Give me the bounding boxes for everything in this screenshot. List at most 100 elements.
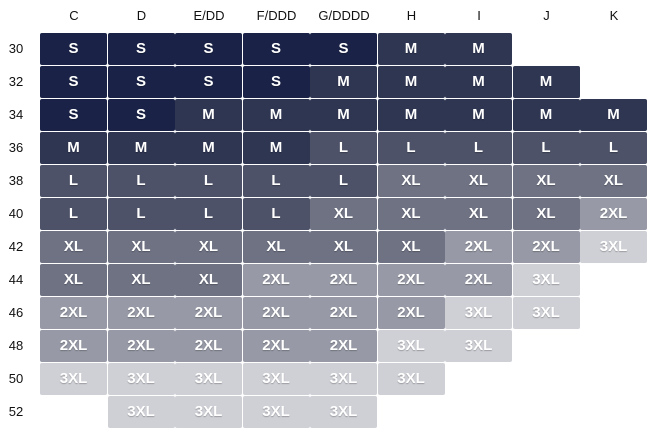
- size-cell: 2XL: [445, 264, 512, 296]
- size-cell: L: [512, 132, 580, 164]
- size-cell: 3XL: [377, 330, 445, 362]
- size-cell: 2XL: [40, 297, 107, 329]
- size-cell: 3XL: [242, 396, 310, 428]
- band-size-header: 34: [8, 107, 24, 122]
- size-cell: XL: [310, 198, 377, 230]
- size-cell: S: [175, 66, 242, 98]
- size-cell: 3XL: [445, 297, 512, 329]
- band-size-header: 32: [8, 74, 24, 89]
- size-cell: L: [445, 132, 512, 164]
- size-cell: M: [580, 99, 647, 131]
- size-cell: 2XL: [310, 297, 377, 329]
- size-cell: XL: [40, 231, 107, 263]
- size-cell: S: [40, 99, 107, 131]
- size-cell: 3XL: [445, 330, 512, 362]
- size-cell: 3XL: [107, 396, 175, 428]
- size-cell: M: [377, 99, 445, 131]
- size-cell: M: [377, 66, 445, 98]
- size-cell: M: [512, 99, 580, 131]
- size-cell: M: [242, 132, 310, 164]
- cup-size-header: J: [543, 8, 550, 23]
- size-cell: XL: [175, 264, 242, 296]
- band-size-header: 38: [8, 173, 24, 188]
- size-cell: M: [445, 66, 512, 98]
- size-cell: XL: [377, 165, 445, 197]
- size-cell: M: [512, 66, 580, 98]
- band-size-header: 42: [8, 239, 24, 254]
- size-cell: 2XL: [242, 330, 310, 362]
- size-cell: L: [175, 198, 242, 230]
- size-cell: XL: [107, 231, 175, 263]
- size-cell: L: [377, 132, 445, 164]
- size-cell: M: [310, 66, 377, 98]
- band-size-header: 46: [8, 305, 24, 320]
- size-cell: L: [40, 165, 107, 197]
- size-cell: S: [175, 33, 242, 65]
- size-cell: L: [107, 198, 175, 230]
- size-cell: L: [40, 198, 107, 230]
- size-cell: XL: [175, 231, 242, 263]
- size-cell: M: [445, 99, 512, 131]
- size-cell: XL: [445, 165, 512, 197]
- size-cell: S: [107, 66, 175, 98]
- band-size-header: 40: [8, 206, 24, 221]
- size-cell: L: [242, 198, 310, 230]
- size-cell: L: [242, 165, 310, 197]
- size-cell: 2XL: [445, 231, 512, 263]
- size-cell: 2XL: [107, 297, 175, 329]
- size-cell: 2XL: [580, 198, 647, 230]
- size-cell: 3XL: [580, 231, 647, 263]
- size-cell: S: [310, 33, 377, 65]
- band-size-header: 48: [8, 338, 24, 353]
- cup-size-header: E/DD: [193, 8, 225, 23]
- size-cell: 2XL: [175, 330, 242, 362]
- size-cell: XL: [310, 231, 377, 263]
- size-cell: 3XL: [377, 363, 445, 395]
- size-cell: L: [107, 165, 175, 197]
- cup-size-header: D: [136, 8, 147, 23]
- size-cell: XL: [512, 198, 580, 230]
- size-cell: 3XL: [242, 363, 310, 395]
- cup-size-header: F/DDD: [256, 8, 297, 23]
- size-cell: S: [107, 33, 175, 65]
- size-cell: 3XL: [175, 363, 242, 395]
- size-cell: 2XL: [242, 264, 310, 296]
- size-cell: L: [310, 132, 377, 164]
- size-cell: XL: [377, 198, 445, 230]
- size-cell: 3XL: [175, 396, 242, 428]
- size-cell: XL: [40, 264, 107, 296]
- band-size-header: 44: [8, 272, 24, 287]
- size-cell: XL: [512, 165, 580, 197]
- cup-size-header: H: [406, 8, 417, 23]
- size-cell: 3XL: [107, 363, 175, 395]
- size-cell: S: [40, 66, 107, 98]
- size-cell: 3XL: [512, 264, 580, 296]
- size-cell: 3XL: [310, 363, 377, 395]
- size-cell: M: [445, 33, 512, 65]
- size-cell: 2XL: [175, 297, 242, 329]
- size-cell: M: [107, 132, 175, 164]
- cup-size-header: I: [477, 8, 481, 23]
- size-cell: 2XL: [377, 297, 445, 329]
- cup-size-header: C: [69, 8, 79, 23]
- size-cell: 3XL: [40, 363, 107, 395]
- size-cell: S: [107, 99, 175, 131]
- size-cell: M: [175, 99, 242, 131]
- size-cell: XL: [107, 264, 175, 296]
- size-cell: 2XL: [377, 264, 445, 296]
- size-cell: XL: [580, 165, 647, 197]
- size-cell: M: [40, 132, 107, 164]
- size-cell: M: [310, 99, 377, 131]
- band-size-header: 52: [8, 404, 24, 419]
- band-size-header: 30: [8, 41, 24, 56]
- size-cell: M: [242, 99, 310, 131]
- size-cell: 3XL: [310, 396, 377, 428]
- cup-size-header: K: [609, 8, 619, 23]
- size-cell: S: [242, 66, 310, 98]
- size-cell: 2XL: [242, 297, 310, 329]
- size-cell: M: [175, 132, 242, 164]
- band-size-header: 50: [8, 371, 24, 386]
- size-cell: 2XL: [107, 330, 175, 362]
- size-cell: M: [377, 33, 445, 65]
- size-cell: 2XL: [310, 330, 377, 362]
